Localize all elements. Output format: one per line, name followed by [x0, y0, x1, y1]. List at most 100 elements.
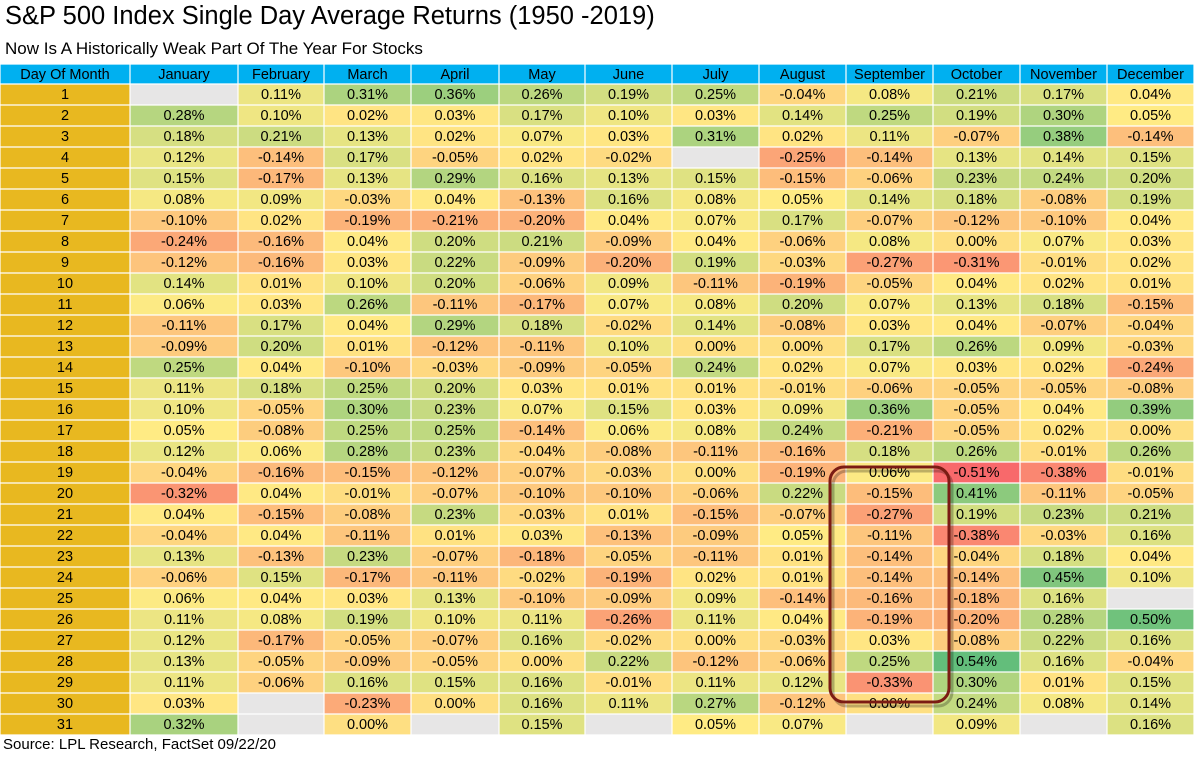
- value-cell: [846, 210, 933, 231]
- value-cell: [1107, 609, 1194, 630]
- value-label: 0.05%: [695, 717, 736, 733]
- value-cell: [324, 651, 411, 672]
- value-label: 0.01%: [434, 528, 475, 544]
- value-label: 0.03%: [1130, 234, 1171, 250]
- value-label: -0.06%: [780, 654, 826, 670]
- value-cell: [324, 126, 411, 147]
- value-cell: [411, 630, 499, 651]
- day-cell: [0, 651, 130, 672]
- value-cell: [585, 336, 672, 357]
- value-cell: [933, 357, 1020, 378]
- value-cell: [130, 147, 238, 168]
- value-cell: [846, 252, 933, 273]
- value-label: -0.07%: [432, 486, 478, 502]
- value-cell: [238, 504, 324, 525]
- value-label: 0.22%: [1043, 633, 1084, 649]
- value-label: -0.03%: [345, 192, 391, 208]
- value-cell: [672, 273, 759, 294]
- value-label: -0.09%: [519, 360, 565, 376]
- value-label: 0.26%: [521, 87, 562, 103]
- value-label: -0.07%: [867, 213, 913, 229]
- value-label: 0.04%: [608, 213, 649, 229]
- value-label: 0.03%: [869, 318, 910, 334]
- value-cell: [238, 588, 324, 609]
- value-label: 0.01%: [347, 339, 388, 355]
- value-cell: [238, 105, 324, 126]
- value-cell: [499, 294, 585, 315]
- value-cell: [1020, 588, 1107, 609]
- value-label: 0.00%: [347, 717, 388, 733]
- value-label: 0.16%: [1043, 654, 1084, 670]
- value-label: 0.16%: [1043, 591, 1084, 607]
- day-label: 26: [57, 612, 73, 628]
- value-label: 0.04%: [347, 234, 388, 250]
- value-label: -0.07%: [954, 129, 1000, 145]
- value-label: -0.51%: [954, 465, 1000, 481]
- header-day-of-month: Day Of Month: [20, 67, 109, 83]
- value-cell: [759, 693, 846, 714]
- value-cell: [759, 294, 846, 315]
- value-cell: [411, 651, 499, 672]
- value-label: 0.25%: [347, 423, 388, 439]
- value-cell: [759, 189, 846, 210]
- value-label: 0.04%: [260, 591, 301, 607]
- value-label: 0.08%: [695, 297, 736, 313]
- value-cell: [238, 84, 324, 105]
- value-cell: [585, 189, 672, 210]
- value-label: 0.22%: [782, 486, 823, 502]
- value-cell: [1107, 357, 1194, 378]
- value-label: 0.22%: [434, 255, 475, 271]
- value-cell: [846, 567, 933, 588]
- value-cell: [411, 672, 499, 693]
- value-label: -0.11%: [1041, 486, 1086, 502]
- value-cell: [846, 126, 933, 147]
- value-cell: [672, 84, 759, 105]
- value-label: 0.02%: [782, 360, 823, 376]
- day-label: 13: [57, 339, 73, 355]
- value-label: -0.06%: [519, 276, 565, 292]
- value-label: -0.19%: [606, 570, 652, 586]
- value-cell: [130, 651, 238, 672]
- day-cell: [0, 294, 130, 315]
- value-label: 0.12%: [163, 150, 204, 166]
- value-cell: [1107, 294, 1194, 315]
- value-label: 0.03%: [608, 129, 649, 145]
- value-cell: [846, 147, 933, 168]
- value-label: -0.17%: [345, 570, 391, 586]
- value-label: -0.12%: [780, 696, 826, 712]
- value-label: 0.03%: [869, 633, 910, 649]
- value-cell: [585, 294, 672, 315]
- value-label: 0.11%: [608, 696, 648, 712]
- value-label: 0.00%: [434, 696, 475, 712]
- value-cell: [672, 378, 759, 399]
- value-cell: [933, 714, 1020, 735]
- value-label: 0.17%: [782, 213, 823, 229]
- value-label: 0.02%: [1043, 276, 1084, 292]
- value-label: 0.14%: [869, 192, 910, 208]
- value-label: -0.04%: [161, 528, 207, 544]
- value-cell: [499, 462, 585, 483]
- value-cell: [672, 567, 759, 588]
- day-label: 15: [57, 381, 73, 397]
- value-label: 0.16%: [521, 633, 562, 649]
- value-cell: [130, 714, 238, 735]
- value-cell: [846, 546, 933, 567]
- value-cell: [585, 210, 672, 231]
- day-cell: [0, 336, 130, 357]
- value-cell: [1020, 651, 1107, 672]
- value-label: -0.08%: [345, 507, 391, 523]
- column-header-february: February: [252, 67, 311, 83]
- value-label: 0.04%: [1130, 87, 1171, 103]
- value-cell: [933, 693, 1020, 714]
- day-cell: [0, 504, 130, 525]
- value-cell: [1107, 441, 1194, 462]
- value-label: -0.12%: [432, 465, 478, 481]
- value-cell: [238, 567, 324, 588]
- value-cell: [238, 462, 324, 483]
- value-label: 0.26%: [956, 444, 997, 460]
- day-cell: [0, 420, 130, 441]
- value-label: 0.01%: [260, 276, 301, 292]
- value-cell: [499, 672, 585, 693]
- value-label: 0.18%: [163, 129, 204, 145]
- value-label: -0.24%: [161, 234, 207, 250]
